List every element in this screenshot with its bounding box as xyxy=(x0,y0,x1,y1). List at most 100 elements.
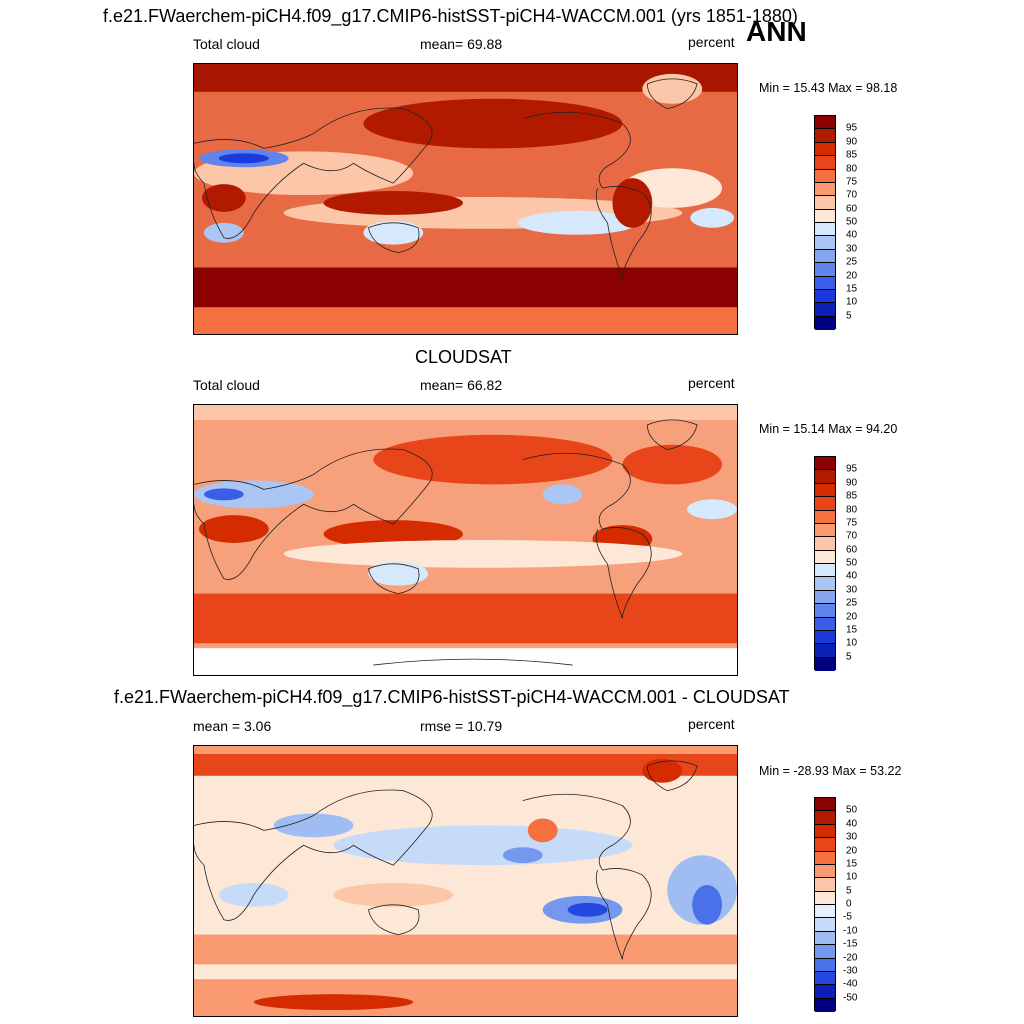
panel2-sahara-core xyxy=(203,488,244,501)
panel2-minmax: Min = 15.14 Max = 94.20 xyxy=(759,422,898,436)
colorbar-tick-label: 25 xyxy=(846,256,858,268)
colorbar-swatch xyxy=(815,657,835,671)
colorbar-swatch xyxy=(815,604,835,618)
panel2-map xyxy=(193,404,738,676)
colorbar-tick-label: 70 xyxy=(846,189,858,201)
colorbar-swatch xyxy=(815,316,835,330)
panel2-antarctic-band xyxy=(194,648,737,675)
panel3-map xyxy=(193,745,738,1017)
panel1-mean-label: mean= 69.88 xyxy=(420,36,503,52)
panel1-units-label: percent xyxy=(688,34,735,50)
colorbar-tick-label: 10 xyxy=(846,296,858,308)
panel1-namibia-blue xyxy=(203,222,244,243)
colorbar-swatch xyxy=(815,918,835,932)
colorbar-tick-label: 40 xyxy=(846,570,858,582)
colorbar-tick-label: 85 xyxy=(846,490,858,502)
panel2-australia-blue xyxy=(368,561,429,586)
colorbar-tick-label: 75 xyxy=(846,176,858,188)
colorbar-swatch xyxy=(815,249,835,264)
colorbar-tick-label: 60 xyxy=(846,544,858,556)
panel2-units-label: percent xyxy=(688,375,735,391)
colorbar-swatch xyxy=(815,958,835,972)
panel1-amazon-red xyxy=(612,178,653,228)
colorbar-tick-label: 5 xyxy=(846,651,852,663)
colorbar-swatch xyxy=(815,891,835,905)
panel2-title: CLOUDSAT xyxy=(415,347,512,367)
colorbar-tick-label: 50 xyxy=(846,216,858,228)
colorbar-tick-label: 5 xyxy=(846,885,852,897)
panel2-subtropic-s xyxy=(283,540,683,568)
panel1-map-svg xyxy=(194,64,737,334)
colorbar-tick-label: 15 xyxy=(846,624,858,636)
panel2-mean-label: mean= 66.82 xyxy=(420,377,503,393)
colorbar-swatch xyxy=(815,985,835,999)
panel1-map xyxy=(193,63,738,335)
panel3-title: f.e21.FWaerchem-piCH4.f09_g17.CMIP6-hist… xyxy=(114,687,790,707)
colorbar-swatch xyxy=(815,457,835,471)
panel3-coastlines xyxy=(194,760,698,960)
colorbar-tick-label: 0 xyxy=(846,898,852,910)
colorbar-tick-label: 30 xyxy=(846,584,858,596)
colorbar-swatch xyxy=(815,497,835,511)
colorbar-tick-label: -10 xyxy=(843,925,858,937)
panel1-sahara-core xyxy=(218,153,269,164)
colorbar-swatch xyxy=(815,303,835,317)
colorbar-swatch xyxy=(815,483,835,498)
colorbar-tick-label: 85 xyxy=(846,149,858,161)
colorbar-tick-label: 10 xyxy=(846,637,858,649)
panel1-congo-red xyxy=(201,184,246,212)
colorbar-swatch xyxy=(815,564,835,578)
colorbar-swatch xyxy=(815,510,835,524)
colorbar-tick-label: -30 xyxy=(843,965,858,977)
colorbar-tick-label: -40 xyxy=(843,978,858,990)
colorbar-swatch xyxy=(815,182,835,197)
colorbar-tick-label: 60 xyxy=(846,203,858,215)
panel2-southern-band xyxy=(194,593,737,644)
colorbar-tick-label: 5 xyxy=(846,310,852,322)
colorbar-swatch xyxy=(815,838,835,852)
colorbar-swatch xyxy=(815,878,835,892)
panel3-mexico-red xyxy=(527,818,558,843)
panel1-pacific-blue xyxy=(517,210,638,235)
panel1-atlantic-blue xyxy=(690,207,735,228)
panel3-asia-blue xyxy=(273,813,354,838)
panel2-map-svg xyxy=(194,405,737,675)
colorbar-tick-label: 30 xyxy=(846,243,858,255)
panel2-na-red xyxy=(622,444,723,485)
colorbar-tick-label: 20 xyxy=(846,845,858,856)
colorbar-tick-label: 30 xyxy=(846,831,858,843)
panel1-antarctic-band xyxy=(194,307,737,334)
colorbar-swatch xyxy=(815,945,835,959)
colorbar-swatch xyxy=(815,116,835,130)
colorbar-swatch xyxy=(815,169,835,183)
colorbar-tick-label: 50 xyxy=(846,804,858,816)
panel1-maritime-red xyxy=(323,191,464,215)
colorbar-tick-label: 75 xyxy=(846,517,858,529)
colorbar-swatch xyxy=(815,129,835,143)
panel3-sepacific-core xyxy=(567,902,608,917)
panel2-colorbar xyxy=(814,456,836,671)
panel3-field-base xyxy=(194,746,737,1016)
colorbar-swatch xyxy=(815,590,835,605)
panel3-greenland-red xyxy=(642,758,683,783)
panel3-atlantic-core xyxy=(692,884,723,925)
colorbar-swatch xyxy=(815,550,835,564)
panel1-colorbar xyxy=(814,115,836,330)
panel1-np-red xyxy=(363,98,623,149)
colorbar-tick-label: 95 xyxy=(846,122,858,134)
colorbar-tick-label: 40 xyxy=(846,229,858,241)
panel3-np-blue xyxy=(333,825,633,866)
panel2-np-red xyxy=(373,434,613,485)
colorbar-tick-label: 80 xyxy=(846,163,858,174)
colorbar-swatch xyxy=(815,470,835,484)
panel1-australia-blue xyxy=(363,220,424,245)
colorbar-swatch xyxy=(815,811,835,825)
colorbar-swatch xyxy=(815,236,835,250)
panel3-arctic-band xyxy=(194,753,737,776)
colorbar-swatch xyxy=(815,537,835,551)
colorbar-swatch xyxy=(815,617,835,631)
colorbar-swatch xyxy=(815,931,835,946)
colorbar-swatch xyxy=(815,864,835,879)
panel3-units-label: percent xyxy=(688,716,735,732)
panel3-map-svg xyxy=(194,746,737,1016)
